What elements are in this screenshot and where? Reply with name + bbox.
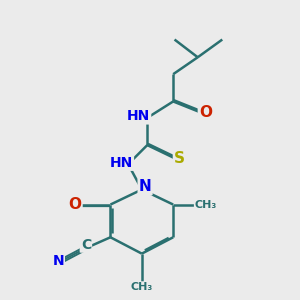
Text: C: C [81, 238, 91, 252]
Text: HN: HN [127, 110, 150, 124]
Text: HN: HN [110, 156, 133, 170]
Text: N: N [52, 254, 64, 268]
Text: CH₃: CH₃ [131, 283, 153, 292]
Text: N: N [139, 179, 152, 194]
Text: S: S [174, 151, 185, 166]
Text: O: O [199, 105, 212, 120]
Text: CH₃: CH₃ [195, 200, 217, 209]
Text: O: O [68, 197, 82, 212]
